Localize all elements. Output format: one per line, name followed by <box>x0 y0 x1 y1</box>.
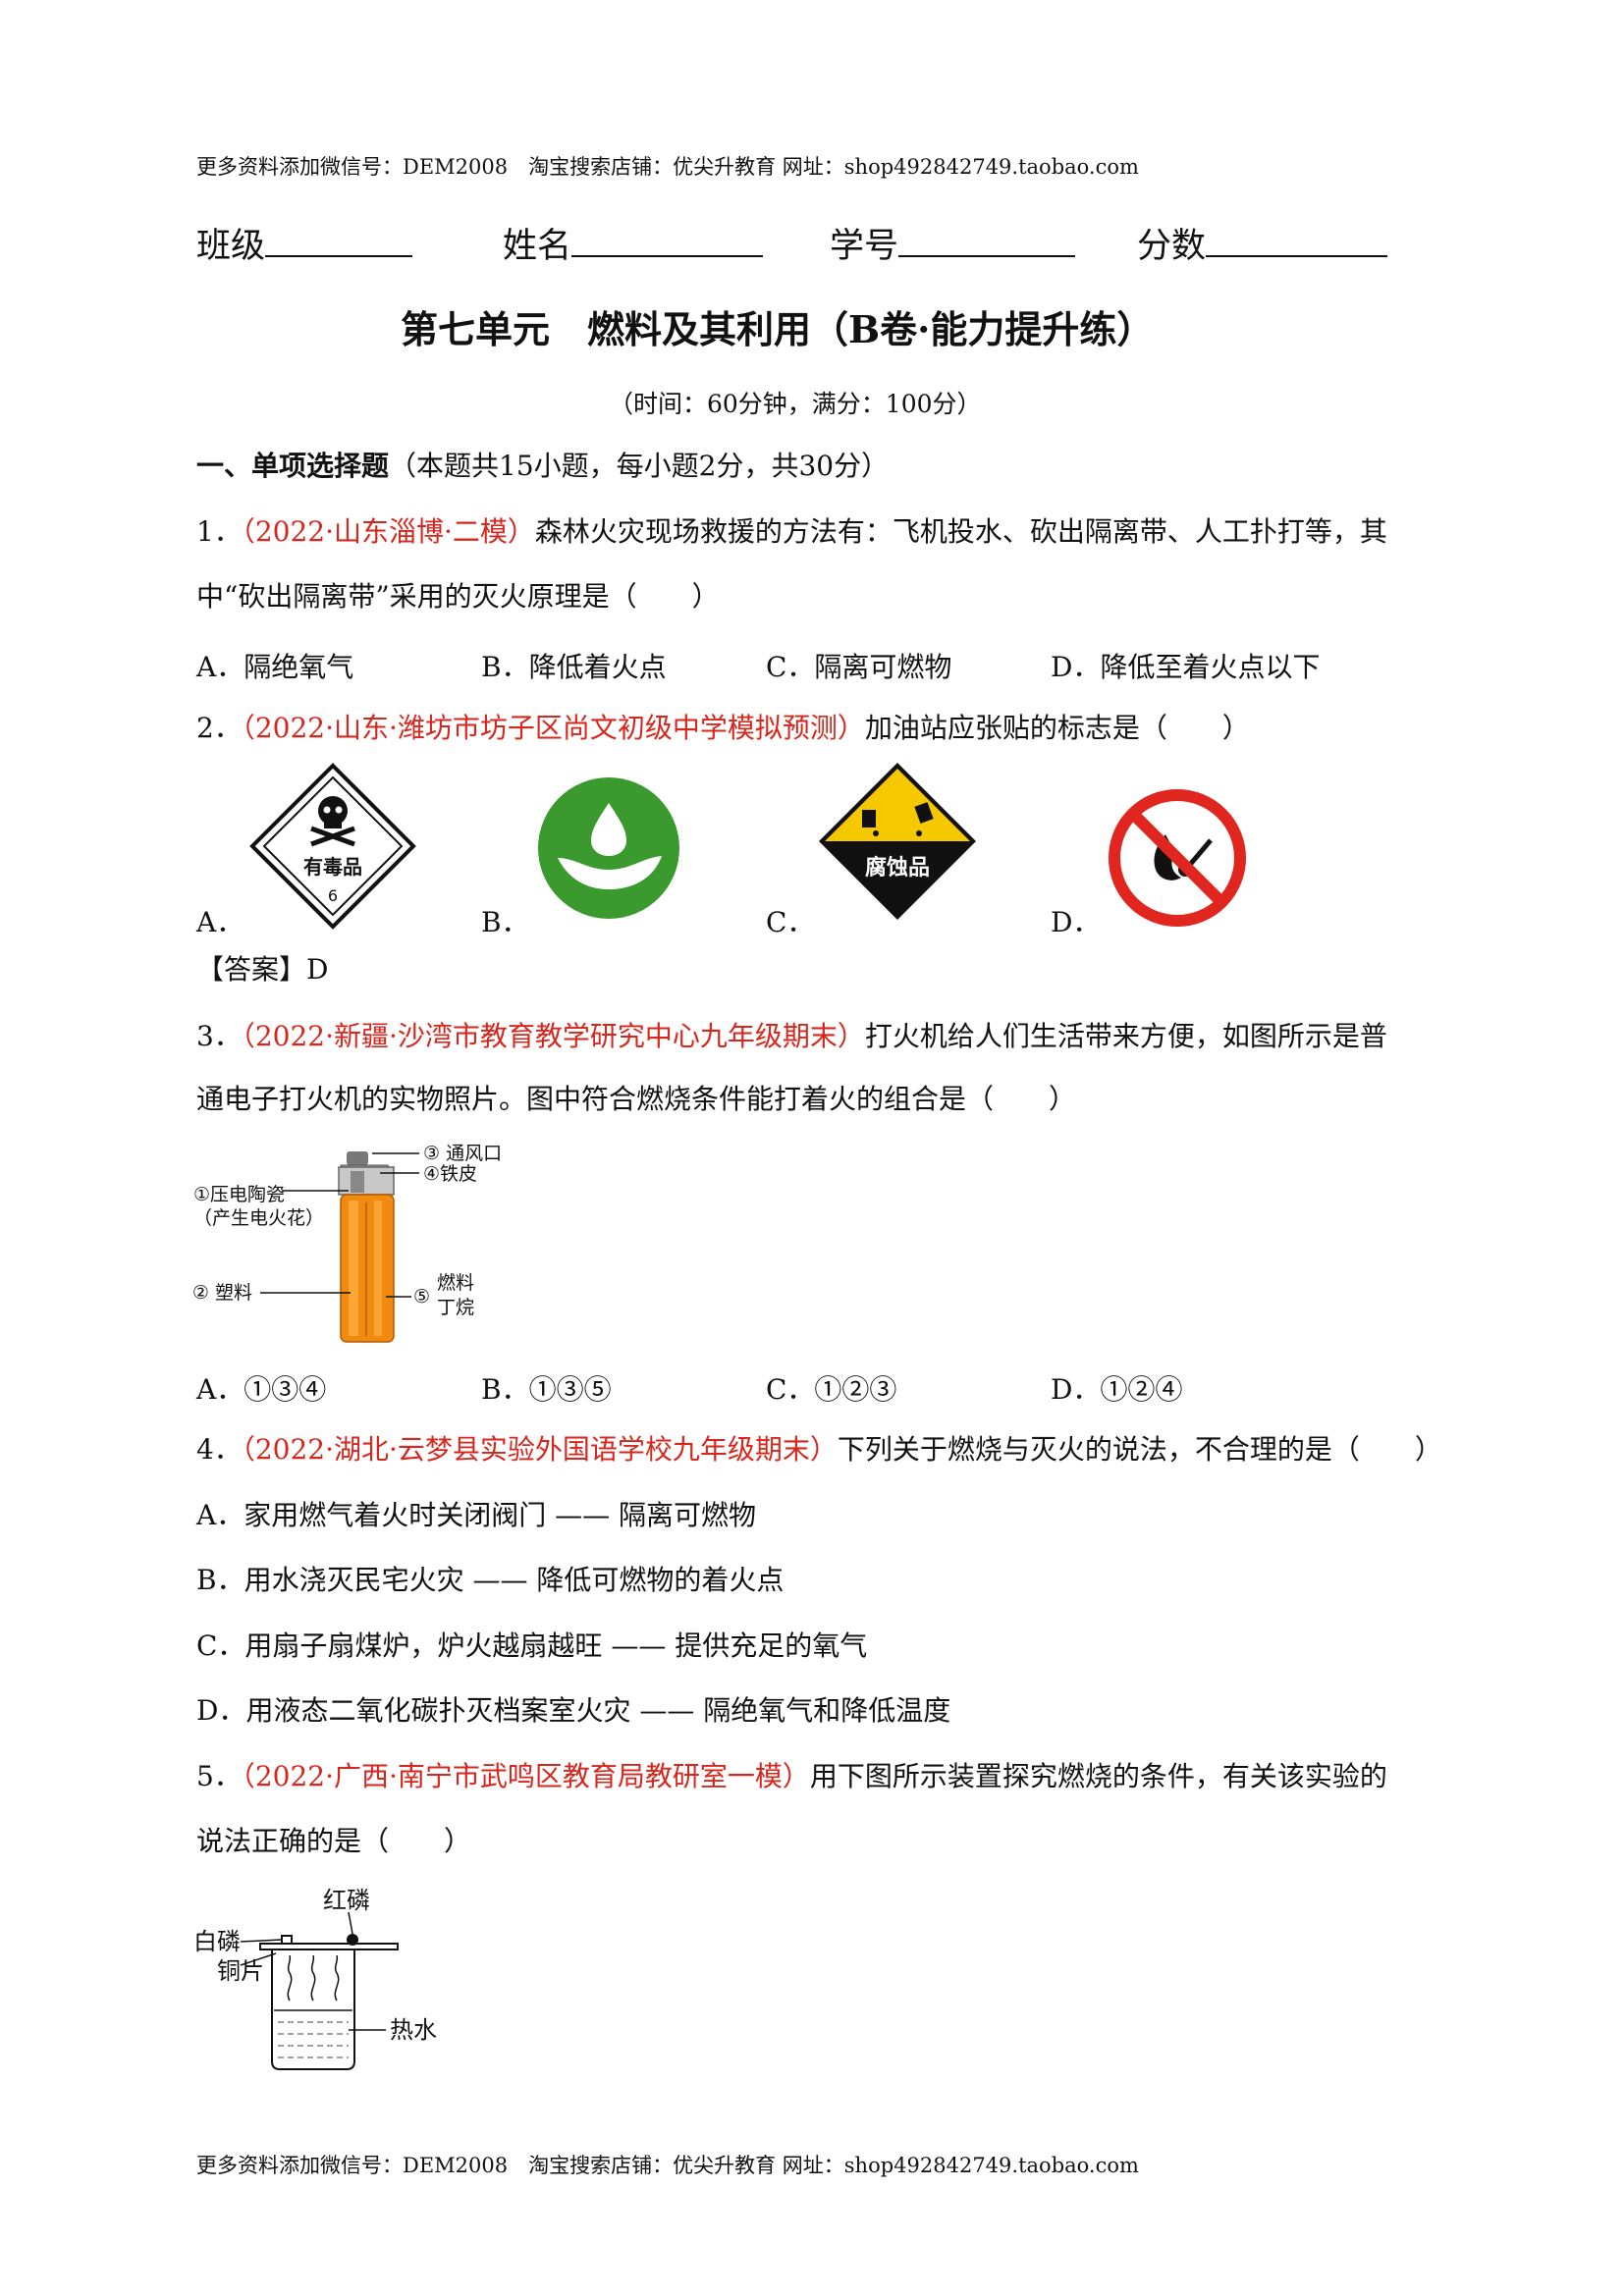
q2-option-d[interactable]: D． <box>1051 906 1101 938</box>
q4-option-c[interactable]: C．用扇子扇煤炉，炉火越扇越旺 —— 提供充足的氧气 <box>196 1629 868 1662</box>
fuel-label: 燃料 <box>437 1272 474 1294</box>
q1-option-b[interactable]: B．降低着火点 <box>481 651 667 683</box>
q5-line2: 说法正确的是（ ） <box>196 1825 472 1857</box>
q1-option-d[interactable]: D．降低至着火点以下 <box>1051 651 1321 683</box>
q3-line2: 通电子打火机的实物照片。图中符合燃烧条件能打着火的组合是（ ） <box>196 1083 1077 1115</box>
q2-line: 2．（2022·山东·潍坊市坊子区尚文初级中学模拟预测）加油站应张贴的标志是（ … <box>196 709 1250 748</box>
number-field: 学号 <box>830 218 1076 268</box>
score-blank[interactable] <box>1206 226 1388 257</box>
q2-source: （2022·山东·潍坊市坊子区尚文初级中学模拟预测） <box>241 712 865 744</box>
name-blank[interactable] <box>571 226 764 257</box>
class-label: 班级 <box>196 227 266 266</box>
no-fire-sign-icon <box>1109 789 1246 927</box>
q5-text1: 用下图所示装置探究燃烧的条件，有关该实验的 <box>809 1760 1387 1792</box>
q2-num: 2． <box>196 712 242 744</box>
page-subtitle: （时间：60分钟，满分：100分） <box>609 390 982 418</box>
lighter-figure: ③ 通风口 ④铁皮 ①压电陶瓷 （产生电火花） ② 塑料 ⑤ 燃料 丁烷 <box>192 1143 502 1343</box>
butane-label: 丁烷 <box>437 1297 474 1318</box>
q4-option-a[interactable]: A．家用燃气着火时关闭阀门 —— 隔离可燃物 <box>196 1499 757 1531</box>
q1-option-c[interactable]: C．隔离可燃物 <box>766 651 952 683</box>
q3-num: 3． <box>196 1020 242 1052</box>
q1-option-a[interactable]: A．隔绝氧气 <box>196 651 354 683</box>
q3-option-b[interactable]: B．①③⑤ <box>481 1373 612 1406</box>
q2-answer: 【答案】D <box>196 953 329 986</box>
q3-option-a[interactable]: A．①③④ <box>196 1373 327 1406</box>
q5-num: 5． <box>196 1760 242 1792</box>
q1-source: （2022·山东淄博·二模） <box>241 515 535 548</box>
combustion-apparatus-figure: 红磷 白磷 铜片 热水 <box>193 1887 437 2070</box>
piezo-label: ①压电陶瓷 <box>193 1184 285 1205</box>
q3-text1: 打火机给人们生活带来方便，如图所示是普 <box>864 1020 1387 1052</box>
toxic-sign-label: 有毒品 <box>303 855 362 879</box>
q4-option-b[interactable]: B．用水浇灭民宅火灾 —— 降低可燃物的着火点 <box>196 1564 785 1596</box>
q5-source: （2022·广西·南宁市武鸣区教育局教研室一模） <box>241 1760 810 1792</box>
score-label: 分数 <box>1137 227 1207 266</box>
number-blank[interactable] <box>898 226 1076 257</box>
page-header: 更多资料添加微信号：DEM2008 淘宝搜索店铺：优尖升教育 网址：shop49… <box>196 155 1139 179</box>
page-footer: 更多资料添加微信号：DEM2008 淘宝搜索店铺：优尖升教育 网址：shop49… <box>196 2154 1139 2177</box>
lighter-nozzle <box>347 1151 368 1165</box>
page-title: 第七单元 燃料及其利用（B卷·能力提升练） <box>401 307 1155 351</box>
q4-source: （2022·湖北·云梦县实验外国语学校九年级期末） <box>241 1433 838 1466</box>
number-label: 学号 <box>830 227 899 266</box>
toxic-sign-number: 6 <box>328 886 338 905</box>
section-heading: 一、单项选择题（本题共15小题，每小题2分，共30分） <box>196 447 889 486</box>
corrosive-sign-icon: 腐蚀品 <box>819 763 976 920</box>
toxic-sign-icon: 有毒品 6 <box>249 763 416 930</box>
spark-label: （产生电火花） <box>193 1207 324 1229</box>
q1-text1: 森林火灾现场救援的方法有：飞机投水、砍出隔离带、人工扑打等，其 <box>534 515 1387 548</box>
white-phosphorus <box>281 1935 293 1945</box>
q2-text: 加油站应张贴的标志是（ ） <box>864 712 1250 744</box>
hot-water-label: 热水 <box>390 2016 437 2044</box>
q3-option-d[interactable]: D．①②④ <box>1051 1373 1183 1406</box>
name-label: 姓名 <box>503 227 572 266</box>
copper-label: 铜片 <box>217 1957 264 1985</box>
q3-source: （2022·新疆·沙湾市教育教学研究中心九年级期末） <box>241 1020 865 1052</box>
red-phosphorus-label: 红磷 <box>323 1887 370 1914</box>
q1-line1: 1．（2022·山东淄博·二模）森林火灾现场救援的方法有：飞机投水、砍出隔离带、… <box>196 512 1387 552</box>
q2-option-c[interactable]: C． <box>766 906 815 938</box>
q5-line1: 5．（2022·广西·南宁市武鸣区教育局教研室一模）用下图所示装置探究燃烧的条件… <box>196 1757 1387 1796</box>
fuel-number-label: ⑤ <box>413 1286 430 1308</box>
name-field: 姓名 <box>503 218 764 268</box>
q4-line: 4．（2022·湖北·云梦县实验外国语学校九年级期末）下列关于燃烧与灭火的说法，… <box>196 1430 1442 1469</box>
section-rest: （本题共15小题，每小题2分，共30分） <box>389 450 890 482</box>
q1-line2: 中“砍出隔离带”采用的灭火原理是（ ） <box>196 580 720 613</box>
q3-option-c[interactable]: C．①②③ <box>766 1373 897 1406</box>
copper-plate <box>259 1943 399 1950</box>
red-phosphorus <box>347 1934 358 1946</box>
class-blank[interactable] <box>265 226 413 257</box>
q2-option-b[interactable]: B． <box>481 906 529 938</box>
vent-label: ③ 通风口 <box>423 1143 502 1164</box>
water-saving-sign-icon <box>538 777 679 919</box>
class-field: 班级 <box>196 218 413 268</box>
beaker <box>271 1949 355 2070</box>
section-head: 一、单项选择题 <box>196 450 390 482</box>
white-phosphorus-label: 白磷 <box>193 1928 241 1955</box>
q4-option-d[interactable]: D．用液态二氧化碳扑灭档案室火灾 —— 隔绝氧气和降低温度 <box>196 1694 951 1727</box>
corrosive-sign-label: 腐蚀品 <box>865 855 930 881</box>
score-field: 分数 <box>1137 218 1388 268</box>
q1-num: 1． <box>196 515 242 548</box>
q4-text: 下列关于燃烧与灭火的说法，不合理的是（ ） <box>837 1433 1442 1466</box>
iron-sheet-label: ④铁皮 <box>423 1163 477 1185</box>
q4-num: 4． <box>196 1433 242 1466</box>
q3-line1: 3．（2022·新疆·沙湾市教育教学研究中心九年级期末）打火机给人们生活带来方便… <box>196 1017 1387 1056</box>
q2-option-a[interactable]: A． <box>196 906 244 938</box>
plastic-label: ② 塑料 <box>192 1282 252 1304</box>
